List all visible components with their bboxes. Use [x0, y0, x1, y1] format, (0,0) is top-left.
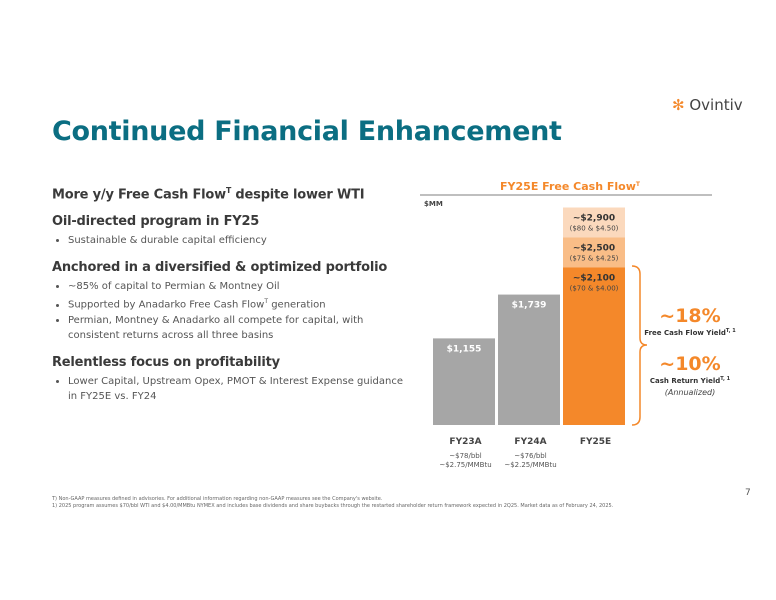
bar: [498, 294, 560, 425]
value-label: $1,739: [512, 301, 547, 311]
text: Supported by Anadarko Free Cash Flow: [68, 299, 265, 311]
footnotes: T) Non-GAAP measures defined in advisori…: [52, 496, 613, 510]
text: Permian, Montney & Anadarko all compete …: [68, 314, 364, 341]
section-heading: Anchored in a diversified & optimized po…: [52, 260, 412, 275]
logo-text: Ovintiv: [689, 96, 743, 114]
section: More y/y Free Cash FlowT despite lower W…: [52, 186, 412, 202]
yield-label-sup: T, 1: [720, 376, 730, 382]
yield-note: (Annualized): [665, 388, 715, 397]
superscript: T: [264, 298, 269, 306]
logo: ✻ Ovintiv: [672, 96, 743, 114]
bracket: [631, 265, 648, 426]
scenario-note: ($70 & $4.00): [570, 285, 619, 293]
bullet: Permian, Montney & Anadarko all compete …: [68, 313, 412, 343]
text: More y/y Free Cash Flow: [52, 187, 226, 203]
footnote: 1) 2025 program assumes $70/bbl WTI and …: [52, 503, 614, 509]
text: despite lower WTI: [231, 187, 365, 203]
unit-label: $MM: [424, 200, 443, 208]
title-text: FY25E Free Cash Flow: [500, 180, 636, 193]
text: Sustainable & durable capital efficiency: [68, 235, 267, 247]
superscript: T: [225, 186, 232, 195]
bullet-list: Lower Capital, Upstream Opex, PMOT & Int…: [52, 374, 412, 404]
text: ~85% of capital to Permian & Montney Oil: [68, 281, 280, 293]
bar: [433, 338, 495, 425]
x-tick-label: FY25E: [580, 437, 611, 447]
section-heading: More y/y Free Cash FlowT despite lower W…: [52, 186, 412, 202]
yield-label-text: Cash Return Yield: [650, 377, 720, 385]
value-label: $1,155: [447, 344, 482, 354]
bullet-list: ~85% of capital to Permian & Montney Oil…: [52, 279, 412, 342]
section: Relentless focus on profitability Lower C…: [52, 355, 412, 404]
text: Lower Capital, Upstream Opex, PMOT & Int…: [68, 375, 403, 402]
page-number: 7: [745, 488, 751, 498]
category-note: ~$2.25/MMBtu: [504, 461, 556, 469]
yield-value: ~10%: [659, 353, 720, 375]
value-label: ~$2,500: [573, 244, 615, 254]
text: generation: [268, 299, 326, 311]
scenario-note: ($80 & $4.50): [570, 225, 619, 233]
section-heading: Oil-directed program in FY25: [52, 214, 412, 229]
yield-label: Free Cash Flow YieldT, 1: [644, 328, 736, 337]
text: Relentless focus on profitability: [52, 354, 280, 370]
bullet: Lower Capital, Upstream Opex, PMOT & Int…: [68, 374, 412, 404]
category-note: ~$78/bbl: [449, 452, 481, 460]
scenario-note: ($75 & $4.25): [570, 255, 619, 263]
text: Anchored in a diversified & optimized po…: [52, 260, 388, 276]
bullet: Sustainable & durable capital efficiency: [68, 233, 412, 248]
category-note: ~$2.75/MMBtu: [439, 461, 491, 469]
text: Oil-directed program in FY25: [52, 214, 260, 230]
section-heading: Relentless focus on profitability: [52, 355, 412, 370]
category-note: ~$76/bbl: [514, 452, 546, 460]
x-tick-label: FY23A: [449, 437, 481, 447]
chart-title: FY25E Free Cash FlowT: [500, 180, 641, 193]
footnote: T) Non-GAAP measures defined in advisori…: [52, 496, 383, 502]
value-label: ~$2,900: [573, 214, 615, 224]
bullet: ~85% of capital to Permian & Montney Oil: [68, 279, 412, 294]
bullet: Supported by Anadarko Free Cash FlowT ge…: [68, 294, 412, 312]
text-panel: More y/y Free Cash FlowT despite lower W…: [52, 186, 412, 416]
yield-label-text: Free Cash Flow Yield: [644, 329, 726, 337]
title-sup: T: [636, 181, 641, 188]
yield-label: Cash Return YieldT, 1: [650, 376, 731, 385]
bullet-list: Sustainable & durable capital efficiency: [52, 233, 412, 248]
value-label: ~$2,100: [573, 274, 615, 284]
section: Anchored in a diversified & optimized po…: [52, 260, 412, 342]
section: Oil-directed program in FY25 Sustainable …: [52, 214, 412, 248]
logo-icon: ✻: [672, 96, 685, 114]
slide-title: Continued Financial Enhancement: [52, 116, 562, 147]
bar: [563, 267, 625, 425]
x-tick-label: FY24A: [514, 437, 546, 447]
yield-value: ~18%: [659, 305, 720, 327]
yield-label-sup: T, 1: [726, 328, 736, 334]
